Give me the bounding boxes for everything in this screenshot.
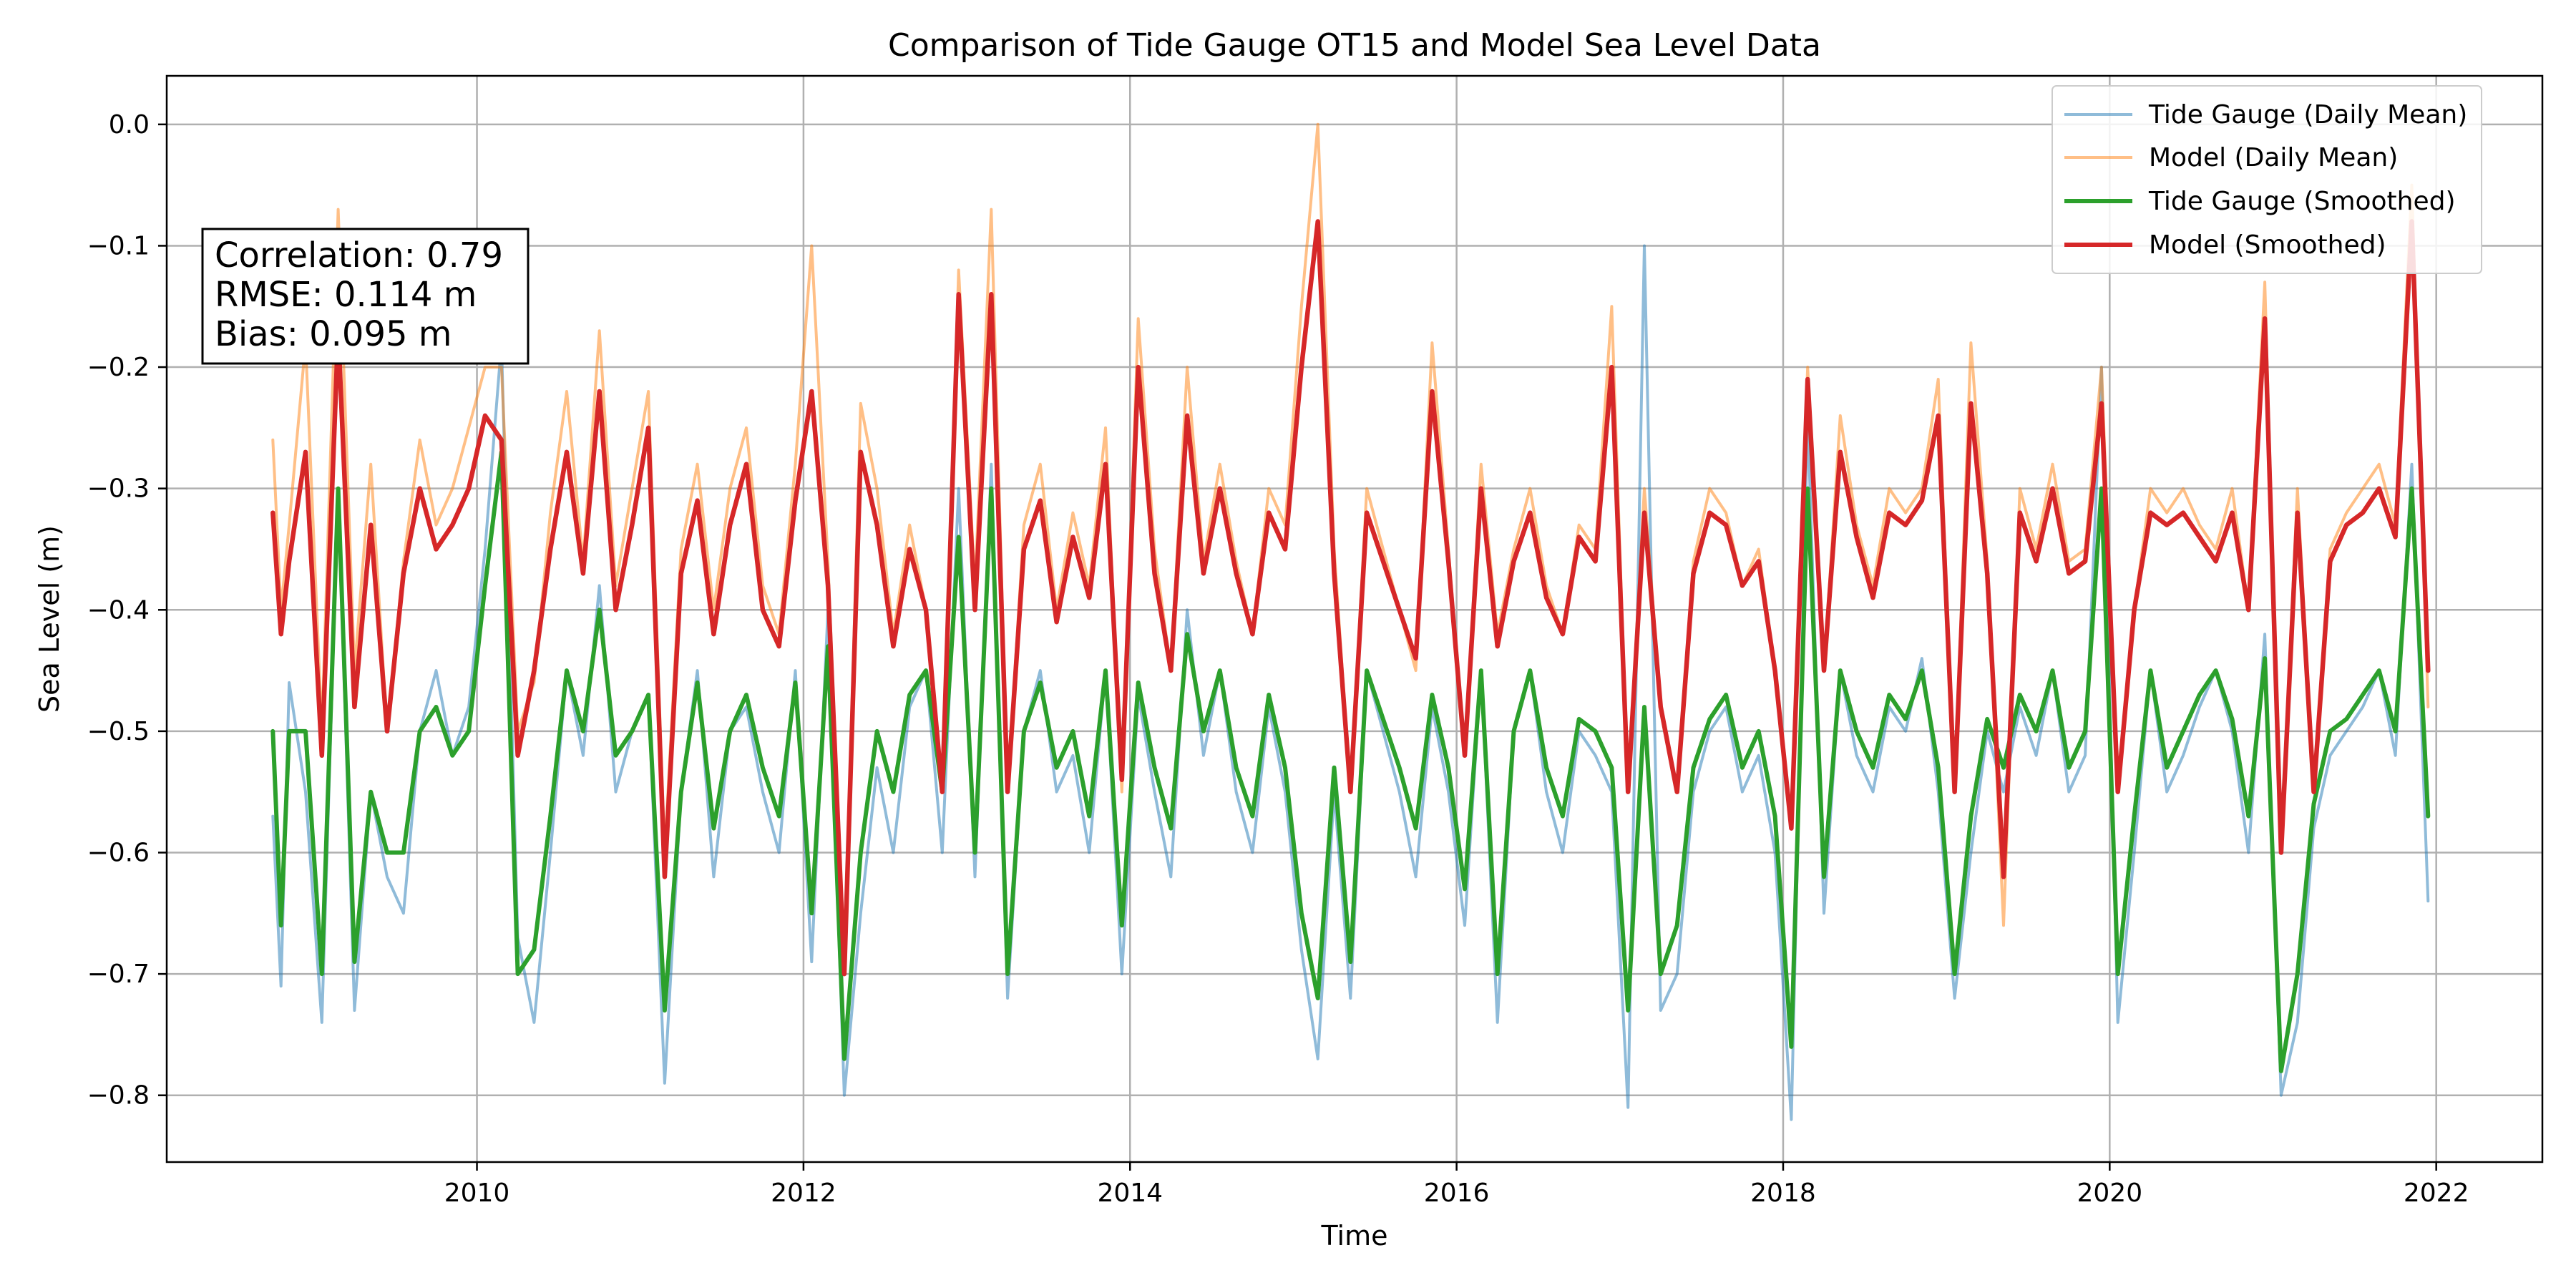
x-tick-label: 2018 xyxy=(1750,1179,1816,1208)
tide-smoothed-line xyxy=(270,449,2431,1073)
legend-label-model-daily: Model (Daily Mean) xyxy=(2149,143,2398,172)
stats-box: Correlation: 0.79 RMSE: 0.114 m Bias: 0.… xyxy=(201,228,530,365)
legend: Tide Gauge (Daily Mean) Model (Daily Mea… xyxy=(2051,85,2482,274)
y-tick-label: −0.7 xyxy=(87,960,150,989)
x-axis-label: Time xyxy=(1321,1220,1388,1252)
y-tick-label: 0.0 xyxy=(109,110,150,140)
legend-frame xyxy=(2051,85,2482,274)
stats-correlation: Correlation: 0.79 xyxy=(215,235,503,275)
y-tick-label: −0.3 xyxy=(87,474,150,504)
x-axis: 2010 2012 2014 2016 2018 2020 2022 xyxy=(444,1162,2469,1208)
chart-title: Comparison of Tide Gauge OT15 and Model … xyxy=(888,27,1821,64)
model-smoothed-line xyxy=(270,219,2431,977)
y-tick-label: −0.4 xyxy=(87,595,150,625)
x-tick-label: 2016 xyxy=(1424,1179,1490,1208)
x-tick-label: 2014 xyxy=(1097,1179,1163,1208)
legend-label-tide-smoothed: Tide Gauge (Smoothed) xyxy=(2148,187,2456,216)
x-tick-label: 2012 xyxy=(771,1179,836,1208)
legend-label-tide-daily: Tide Gauge (Daily Mean) xyxy=(2148,100,2467,130)
x-tick-label: 2010 xyxy=(444,1179,510,1208)
stats-rmse: RMSE: 0.114 m xyxy=(215,275,477,315)
x-tick-label: 2020 xyxy=(2077,1179,2143,1208)
y-tick-label: −0.2 xyxy=(87,353,150,382)
legend-label-model-smoothed: Model (Smoothed) xyxy=(2149,230,2386,260)
tide-daily-line xyxy=(271,244,2430,1121)
stats-bias: Bias: 0.095 m xyxy=(215,314,452,354)
series-group xyxy=(270,122,2431,1121)
y-tick-label: −0.8 xyxy=(87,1081,150,1111)
y-axis: −0.8 −0.7 −0.6 −0.5 −0.4 −0.3 −0.2 −0.1 0.0 xyxy=(87,110,167,1111)
y-axis-label: Sea Level (m) xyxy=(34,525,65,713)
y-tick-label: −0.6 xyxy=(87,838,150,867)
y-tick-label: −0.5 xyxy=(87,717,150,746)
x-tick-label: 2022 xyxy=(2404,1179,2469,1208)
stats-box-frame xyxy=(201,228,530,365)
y-tick-label: −0.1 xyxy=(87,231,150,260)
plot-frame xyxy=(165,74,2544,1163)
